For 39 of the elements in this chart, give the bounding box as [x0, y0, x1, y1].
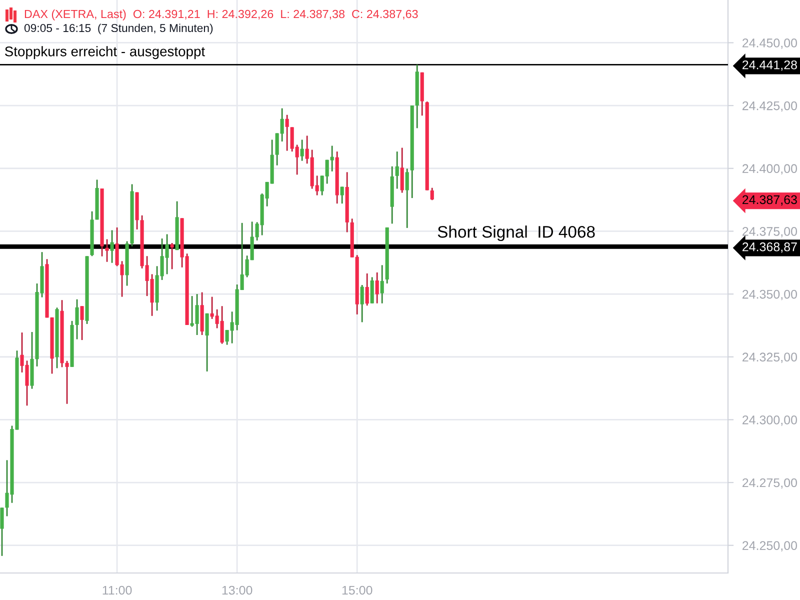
candlestick — [285, 114, 289, 152]
y-tick-label: 24.275,00 — [742, 478, 798, 489]
candlestick — [400, 147, 404, 194]
candlestick — [370, 276, 374, 304]
candlestick — [110, 230, 114, 264]
candlestick — [395, 150, 399, 190]
candlestick — [405, 168, 409, 229]
y-tick-label: 24.300,00 — [742, 416, 798, 426]
candlestick — [105, 238, 109, 263]
y-tick-label: 24.325,00 — [742, 352, 798, 363]
candlestick — [365, 272, 369, 306]
candlestick — [205, 312, 209, 372]
y-tick-label: 24.375,00 — [742, 227, 798, 238]
candlestick — [375, 272, 379, 304]
y-tick-label: 24.350,00 — [742, 290, 798, 300]
x-tick-label: 15:00 — [342, 586, 372, 595]
candlestick — [300, 139, 304, 162]
y-tick-label: 24.368,87 — [742, 242, 797, 253]
candlestick — [360, 284, 364, 323]
candlestick — [65, 360, 69, 405]
text: DAX (XETRA, Last) O: 24.391,21 H: 24.392,26 L: 24.387,38 C: 24.387,63 — [24, 10, 418, 20]
candlestick — [380, 264, 384, 304]
y-tick-label: 24.425,00 — [742, 101, 798, 112]
x-tick-label: 13:00 — [222, 586, 252, 595]
x-tick-label: 11:00 — [102, 586, 132, 595]
text: 09:05 - 16:15 (7 Stunden, 5 Minuten) — [24, 24, 213, 34]
candlestick — [75, 298, 79, 340]
y-tick-label: 24.400,00 — [742, 164, 798, 175]
y-tick-label: 24.450,00 — [742, 38, 798, 49]
candlestick — [170, 242, 174, 270]
y-tick-label: 24.250,00 — [742, 541, 798, 552]
y-tick-label: 24.441,28 — [742, 60, 797, 71]
candlestick — [0, 506, 4, 557]
candlestick — [430, 187, 434, 201]
candlestick — [340, 186, 344, 204]
ref-line-label: Stoppkurs erreicht - ausgestoppt — [5, 46, 205, 60]
y-tick-label: 24.387,63 — [742, 195, 797, 206]
ref-line-label: Short Signal ID 4068 — [438, 226, 595, 242]
candlestick — [80, 305, 84, 341]
